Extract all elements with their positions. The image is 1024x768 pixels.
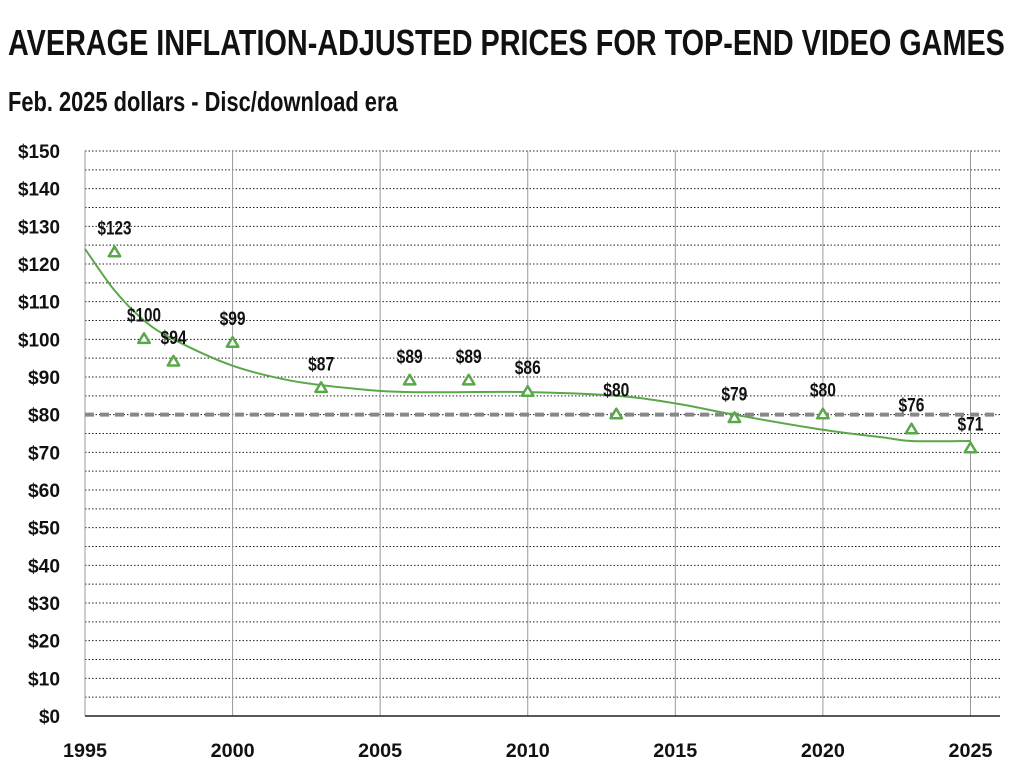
- x-tick-label-1995: 1995: [63, 741, 107, 762]
- data-labels: $123 $100$94 $99 $87 $89 $89 $86 $80 $79 $80 $76 $7…: [98, 219, 984, 436]
- data-marker-2017: [727, 411, 742, 424]
- data-marker-2003: [314, 381, 329, 394]
- data-label-2000: $99: [220, 309, 246, 330]
- y-tick-label-10: $10: [28, 669, 60, 690]
- trend-line: [84, 248, 971, 443]
- y-tick-label-70: $70: [28, 443, 60, 464]
- data-marker-2000: [225, 335, 240, 348]
- data-label-2010: $86: [515, 358, 541, 379]
- y-tick-label-100: $100: [18, 330, 60, 351]
- y-tick-label-30: $30: [28, 594, 60, 615]
- chart-title: AVERAGE INFLATION-ADJUSTED PRICES FOR TO…: [8, 22, 1005, 63]
- data-label-2003: $87: [308, 354, 334, 375]
- x-tick-label-2000: 2000: [211, 741, 255, 762]
- data-label-2008: $89: [456, 347, 482, 368]
- data-label-2013: $80: [603, 381, 629, 402]
- x-tick-label-2020: 2020: [801, 741, 845, 762]
- y-tick-label-80: $80: [28, 406, 60, 427]
- x-tick-label-2005: 2005: [358, 741, 402, 762]
- data-marker-1997: [137, 332, 151, 345]
- data-label-2006: $89: [397, 347, 423, 368]
- y-tick-label-60: $60: [28, 481, 60, 502]
- data-label-1998: $94: [161, 328, 187, 349]
- y-tick-label-120: $120: [18, 255, 60, 276]
- y-tick-label-140: $140: [18, 180, 60, 201]
- data-label-2023: $76: [898, 396, 924, 417]
- y-tick-label-50: $50: [28, 519, 60, 540]
- y-tick-label-0: $0: [39, 707, 60, 728]
- x-tick-label-2010: 2010: [506, 741, 550, 762]
- data-label-2020: $80: [810, 381, 836, 402]
- y-tick-label-40: $40: [28, 556, 60, 577]
- chart-subtitle: Feb. 2025 dollars - Disc/download era: [8, 86, 398, 117]
- grid-lines: [84, 150, 1000, 717]
- y-tick-label-90: $90: [28, 368, 60, 389]
- data-label-2017: $79: [721, 384, 747, 405]
- data-marker-1996: [107, 245, 122, 258]
- data-label-1996: $123: [98, 219, 132, 240]
- data-marker-2020: [815, 407, 830, 420]
- y-tick-label-130: $130: [18, 217, 60, 238]
- data-marker-2025: [963, 441, 978, 454]
- data-label-2025: $71: [957, 415, 983, 436]
- data-marker-2008: [461, 373, 476, 386]
- x-tick-label-2015: 2015: [653, 741, 697, 762]
- y-tick-label-110: $110: [18, 293, 60, 314]
- data-markers: [107, 245, 978, 454]
- y-tick-label-20: $20: [28, 632, 60, 653]
- data-marker-2006: [402, 373, 417, 386]
- data-label-1997: $100: [127, 305, 161, 326]
- data-marker-2013: [609, 407, 624, 420]
- data-marker-2010: [520, 384, 535, 397]
- x-tick-label-2025: 2025: [948, 741, 992, 762]
- y-tick-label-150: $150: [18, 142, 60, 163]
- trend-line-group: [84, 248, 971, 443]
- data-marker-1998: [166, 354, 181, 367]
- data-marker-2023: [904, 422, 919, 435]
- axis-tick-labels: $0 $10 $20 $30 $40 $50 $60 $70 $80 $90 $100 $110 $12…: [18, 142, 993, 762]
